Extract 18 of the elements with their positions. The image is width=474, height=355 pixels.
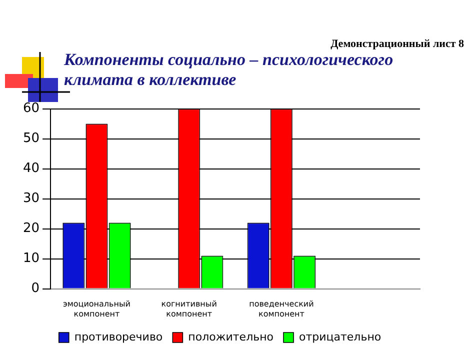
y-tick-label: 0	[31, 281, 40, 296]
category-label: когнитивный	[161, 300, 217, 309]
category-label: компонент	[166, 309, 212, 318]
category-label: эмоциональный	[62, 300, 131, 309]
legend-label: отрицательно	[299, 330, 382, 344]
category-label: компонент	[74, 309, 120, 318]
y-tick-label: 50	[22, 131, 40, 146]
chart-title: Компоненты социально – психологического климата в коллективе	[64, 50, 394, 90]
y-tick-label: 20	[22, 221, 40, 236]
chart-subtitle: Демонстрационный лист 8	[330, 38, 464, 50]
category-label: поведенческий	[249, 300, 314, 309]
y-tick-label: 40	[22, 161, 40, 176]
y-tick-label: 60	[22, 101, 40, 116]
legend-label: противоречиво	[74, 330, 163, 344]
legend-label: положительно	[188, 330, 274, 344]
category-label: компонент	[258, 309, 304, 318]
y-tick-label: 30	[22, 191, 40, 206]
y-tick-label: 10	[22, 251, 40, 266]
